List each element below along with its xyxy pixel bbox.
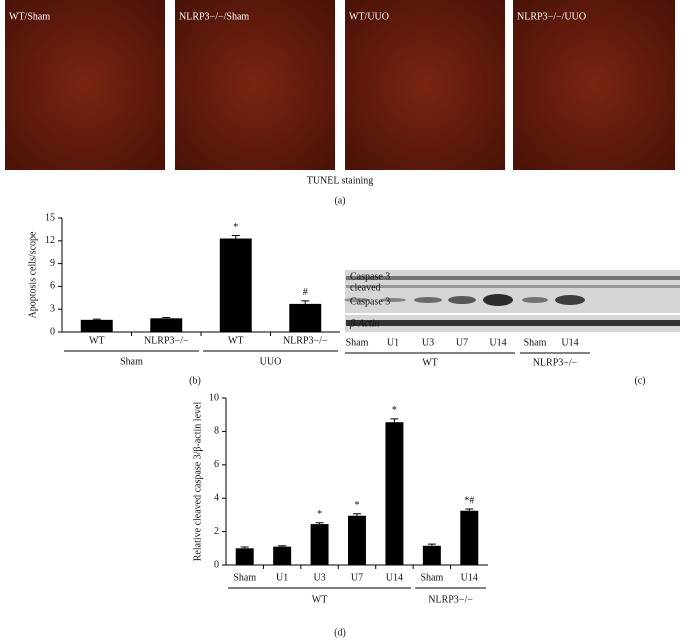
lane-label: Sham — [524, 337, 547, 348]
group-label: WT — [312, 594, 328, 605]
annotation: * — [355, 500, 360, 511]
x-tick-label: WT — [89, 335, 105, 346]
y-tick-label: 4 — [214, 492, 219, 503]
error-bar — [231, 234, 240, 239]
x-tick-label: U7 — [351, 572, 363, 583]
lane-label: U14 — [489, 337, 506, 348]
blot-row-label: cleaved — [350, 282, 381, 293]
bar — [385, 422, 404, 565]
lane-label: U7 — [456, 337, 468, 348]
error-bar — [390, 418, 399, 423]
panel-label: (b) — [189, 375, 201, 386]
blot-bands — [344, 276, 680, 326]
image-label: NLRP3−/−/UUO — [517, 11, 586, 22]
y-axis-label: Apoptosis cells/scope — [27, 231, 38, 318]
micrograph — [513, 0, 675, 170]
y-tick-label: 2 — [214, 526, 219, 537]
annotation: *# — [464, 495, 474, 506]
x-tick-label: U3 — [313, 572, 325, 583]
image-label: WT/Sham — [9, 11, 50, 22]
image-label: NLRP3−/−/Sham — [179, 11, 249, 22]
y-axis-label: Relative cleaved caspase 3/β-actin level — [192, 402, 203, 562]
y-tick-label: 9 — [50, 258, 55, 269]
lane-label: U1 — [387, 337, 399, 348]
x-tick-label: WT — [228, 335, 244, 346]
bar — [235, 548, 254, 565]
bar — [422, 545, 441, 565]
annotation: * — [233, 222, 238, 233]
x-tick-label: Sham — [233, 572, 256, 583]
group-label: Sham — [120, 356, 143, 367]
y-tick-label: 6 — [50, 281, 55, 292]
x-tick-label: U14 — [386, 572, 403, 583]
group-label: NLRP3−/− — [533, 357, 578, 368]
y-tick-label: 0 — [214, 559, 219, 570]
panel-label: (d) — [334, 627, 346, 638]
error-bar — [315, 522, 324, 525]
blot-row-label: β-Actin — [349, 318, 379, 329]
bar — [219, 238, 252, 332]
group-label: WT — [422, 357, 438, 368]
y-tick-label: 3 — [50, 303, 55, 314]
bar — [310, 524, 329, 565]
bar — [150, 318, 183, 332]
micrograph — [175, 0, 335, 170]
annotation: * — [392, 405, 397, 416]
bar — [348, 515, 366, 565]
image-label: WT/UUO — [349, 11, 389, 22]
error-bar — [301, 300, 310, 304]
error-bar — [240, 546, 249, 549]
error-bar — [465, 508, 474, 511]
blot-row-label: Caspase 3 — [350, 271, 390, 282]
bar — [460, 510, 479, 565]
error-bar — [353, 513, 361, 516]
micrograph — [5, 0, 165, 170]
y-tick-label: 8 — [214, 426, 219, 437]
annotation: # — [303, 287, 308, 298]
error-bar — [162, 317, 171, 319]
x-tick-label: U1 — [276, 572, 288, 583]
y-tick-label: 0 — [50, 326, 55, 337]
lane-label: Sham — [346, 337, 369, 348]
blot-row-label: Caspase 3 — [350, 296, 390, 307]
y-tick-label: 10 — [209, 392, 219, 403]
y-tick-label: 15 — [45, 212, 55, 223]
micrograph — [345, 0, 505, 170]
bar — [80, 319, 113, 332]
group-label: UUO — [260, 356, 282, 367]
x-tick-label: NLRP3−/− — [144, 335, 189, 346]
bar — [289, 303, 322, 332]
lane-label: U3 — [422, 337, 434, 348]
y-tick-label: 12 — [45, 235, 55, 246]
panel-label: (c) — [634, 375, 645, 386]
error-bar — [427, 543, 436, 546]
group-label: NLRP3−/− — [428, 594, 473, 605]
caption: TUNEL staining — [307, 175, 374, 186]
panel-label: (a) — [334, 195, 345, 206]
bar — [273, 546, 292, 565]
lane-label: U14 — [561, 337, 578, 348]
x-tick-label: NLRP3−/− — [283, 335, 328, 346]
error-bar — [278, 545, 287, 547]
y-tick-label: 6 — [214, 459, 219, 470]
error-bar — [92, 318, 101, 320]
annotation: * — [317, 509, 322, 520]
x-tick-label: U14 — [461, 572, 478, 583]
x-tick-label: Sham — [420, 572, 443, 583]
